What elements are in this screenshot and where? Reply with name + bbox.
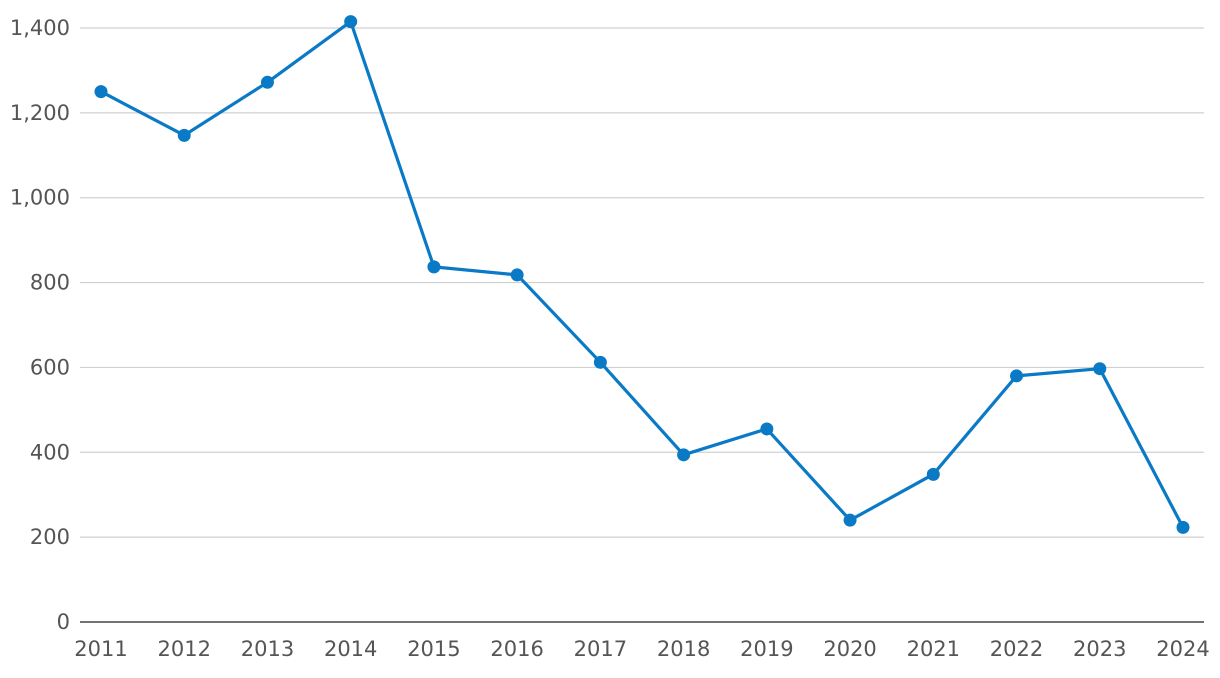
- x-tick-label: 2013: [241, 637, 294, 661]
- data-point-2016: [510, 268, 524, 282]
- y-tick-label: 600: [30, 355, 70, 379]
- y-tick-label: 800: [30, 271, 70, 295]
- data-point-2020: [843, 513, 857, 527]
- y-tick-label: 0: [57, 610, 70, 634]
- data-point-2014: [344, 15, 358, 29]
- x-tick-label: 2018: [657, 637, 710, 661]
- x-tick-label: 2012: [158, 637, 211, 661]
- y-tick-label: 1,000: [10, 186, 70, 210]
- x-tick-label: 2016: [490, 637, 543, 661]
- x-axis-tick-labels: 2011 2012 2013 2014 2015 2016 2017 2018 2019 2020…: [74, 637, 1209, 661]
- y-axis-tick-labels: 0 200 400 600 800 1,000 1,200 1,400: [10, 16, 70, 634]
- x-tick-label: 2011: [74, 637, 127, 661]
- y-tick-label: 1,200: [10, 101, 70, 125]
- y-tick-label: 1,400: [10, 16, 70, 40]
- y-tick-label: 200: [30, 525, 70, 549]
- data-point-2021: [926, 467, 940, 481]
- data-point-2019: [760, 422, 774, 436]
- y-tick-label: 400: [30, 440, 70, 464]
- x-tick-label: 2024: [1156, 637, 1209, 661]
- x-tick-label: 2019: [740, 637, 793, 661]
- x-tick-label: 2023: [1073, 637, 1126, 661]
- data-point-2017: [593, 355, 607, 369]
- series-line: [99, 20, 1185, 530]
- x-tick-label: 2017: [574, 637, 627, 661]
- x-tick-label: 2022: [990, 637, 1043, 661]
- data-point-2013: [260, 75, 274, 89]
- data-series: [94, 15, 1190, 534]
- x-tick-label: 2015: [407, 637, 460, 661]
- x-tick-label: 2014: [324, 637, 377, 661]
- data-point-2024: [1176, 520, 1190, 534]
- data-point-2023: [1093, 362, 1107, 376]
- data-point-2022: [1010, 369, 1024, 383]
- x-tick-label: 2020: [823, 637, 876, 661]
- data-point-2015: [427, 260, 441, 274]
- gridlines: [80, 27, 1204, 623]
- data-point-2018: [677, 448, 691, 462]
- data-point-2011: [94, 85, 108, 99]
- data-point-2012: [177, 128, 191, 142]
- x-tick-label: 2021: [907, 637, 960, 661]
